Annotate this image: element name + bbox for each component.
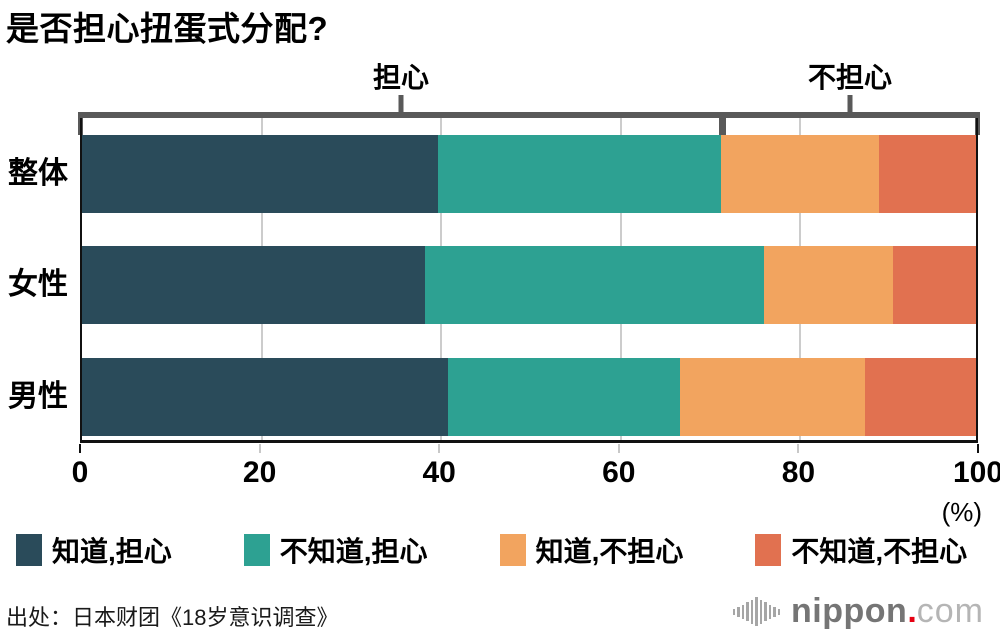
- legend-label: 知道,担心: [52, 536, 172, 567]
- bar-segment[interactable]: [892, 246, 976, 324]
- bar-row-男性: [82, 358, 976, 436]
- legend-item: 知道,不担心: [499, 530, 684, 570]
- logo-bar: [732, 608, 736, 615]
- legend-swatch: [16, 534, 42, 566]
- legend-label: 不知道,担心: [279, 536, 428, 567]
- logo-bar: [755, 597, 758, 626]
- bar-row-女性: [82, 246, 976, 324]
- chart-title: 是否担心扭蛋式分配?: [6, 10, 329, 47]
- legend-swatch: [499, 534, 526, 566]
- bar-segment[interactable]: [764, 246, 893, 324]
- logo-bar: [737, 606, 740, 617]
- bar-segment[interactable]: [447, 358, 681, 436]
- bar-segment[interactable]: [82, 358, 448, 436]
- x-tick: [258, 444, 261, 453]
- legend-item: 不知道,不担心: [755, 530, 967, 570]
- bracket-label: 不担心: [808, 62, 893, 93]
- x-tick-label: 60: [602, 456, 636, 489]
- logo-bar: [746, 602, 749, 621]
- x-tick-label: 100: [952, 456, 1000, 489]
- soundwave-bars-icon: [732, 597, 781, 626]
- bracket-bar: [78, 112, 980, 118]
- logo-bar: [773, 606, 776, 617]
- bar-segment[interactable]: [879, 135, 976, 213]
- logo-bar: [764, 602, 767, 621]
- unit-label: (%): [941, 497, 982, 527]
- bar-segment[interactable]: [82, 246, 426, 324]
- bracket-label-stem: [398, 95, 404, 113]
- logo-bar: [750, 599, 754, 624]
- bar-row-整体: [82, 135, 976, 213]
- x-tick: [977, 444, 979, 453]
- legend-item: 知道,担心: [16, 530, 172, 570]
- bar-segment[interactable]: [680, 358, 866, 436]
- nippon-logo: nippon . com: [732, 592, 984, 631]
- bracket-tick: [718, 112, 726, 135]
- logo-text: nippon: [791, 592, 908, 630]
- x-tick: [617, 444, 620, 453]
- category-label: 女性: [8, 268, 68, 301]
- bar-segment[interactable]: [82, 135, 438, 213]
- x-tick-label: 0: [71, 456, 89, 489]
- category-label: 男性: [8, 380, 68, 413]
- bracket-label: 担心: [373, 62, 430, 93]
- category-label: 整体: [8, 157, 68, 190]
- legend-item: 不知道,担心: [243, 530, 428, 570]
- x-tick: [438, 444, 441, 453]
- legend-swatch: [755, 534, 782, 566]
- legend: 知道,担心 不知道,担心 知道,不担心 不知道,不担心: [16, 530, 967, 570]
- logo-tld: com: [916, 592, 984, 630]
- logo-bar: [777, 608, 781, 615]
- logo-bar: [741, 604, 745, 619]
- plot-area: [80, 118, 978, 443]
- source-note: 出处：日本财团《18岁意识调查》: [6, 605, 339, 630]
- x-tick-label: 20: [242, 456, 277, 489]
- x-tick-label: 40: [422, 456, 456, 489]
- bar-segment[interactable]: [721, 135, 880, 213]
- x-tick: [79, 444, 81, 453]
- logo-bar: [759, 599, 763, 624]
- bracket-label-stem: [847, 95, 853, 113]
- logo-bar: [768, 604, 772, 619]
- bar-segment[interactable]: [425, 246, 765, 324]
- legend-swatch: [243, 534, 270, 566]
- bar-segment[interactable]: [437, 135, 722, 213]
- legend-label: 知道,不担心: [535, 536, 684, 567]
- x-tick: [797, 444, 800, 453]
- legend-label: 不知道,不担心: [791, 536, 968, 567]
- logo-dot: .: [907, 592, 917, 630]
- bar-segment[interactable]: [865, 358, 976, 436]
- x-tick-label: 80: [781, 456, 816, 489]
